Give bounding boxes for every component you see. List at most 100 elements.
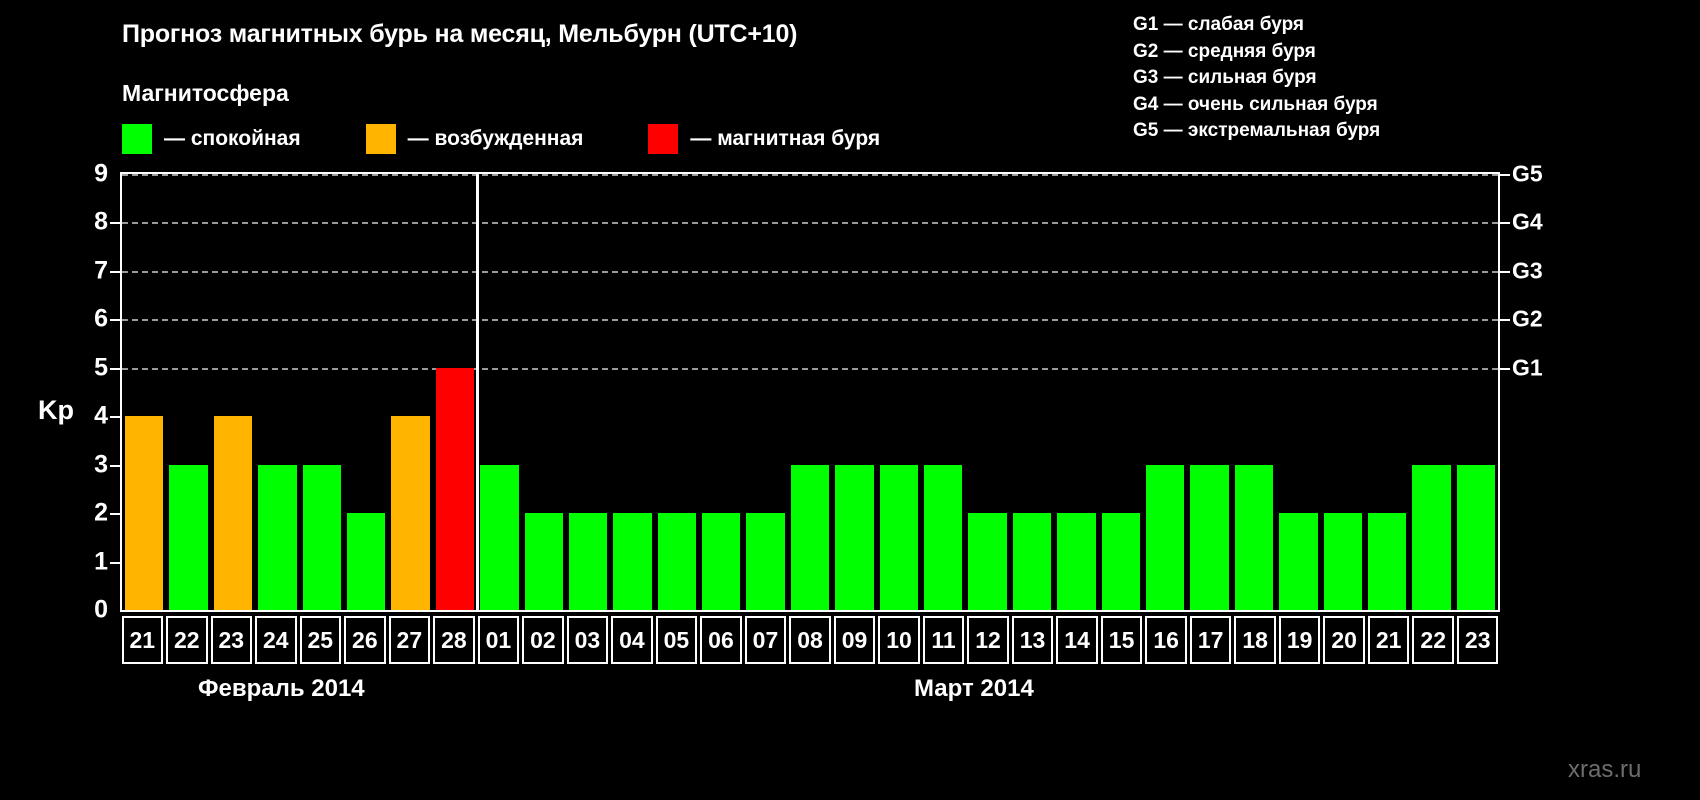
g-axis-label-g1: G1 xyxy=(1512,354,1543,381)
gridline-kp-5 xyxy=(122,367,1498,370)
date-cell-Март-01[interactable]: 01 xyxy=(477,616,520,664)
bar-slot xyxy=(300,174,344,610)
g-axis-tick-g1 xyxy=(1498,367,1510,370)
date-cell-Март-21[interactable]: 21 xyxy=(1367,616,1410,664)
date-cell-Февраль-23[interactable]: 23 xyxy=(210,616,253,664)
date-cell-Март-06[interactable]: 06 xyxy=(700,616,742,664)
date-cell-Март-16[interactable]: 16 xyxy=(1145,616,1187,664)
bar-Март-20[interactable] xyxy=(1323,513,1362,610)
date-cell-Март-18[interactable]: 18 xyxy=(1234,616,1276,664)
y-tick-label-7: 7 xyxy=(94,256,108,285)
g-axis-label-g2: G2 xyxy=(1512,305,1543,332)
bar-slot xyxy=(433,174,477,610)
date-cell-Март-13[interactable]: 13 xyxy=(1011,616,1054,664)
g-axis-label-g3: G3 xyxy=(1512,257,1543,284)
bar-Март-06[interactable] xyxy=(702,513,741,610)
bar-slot xyxy=(1099,174,1143,610)
bar-slot xyxy=(566,174,610,610)
date-cell-Март-10[interactable]: 10 xyxy=(878,616,920,664)
bar-slot xyxy=(699,174,743,610)
g-axis-tick-g3 xyxy=(1498,270,1510,273)
bar-Март-17[interactable] xyxy=(1190,464,1229,610)
bar-Март-03[interactable] xyxy=(568,513,608,610)
date-cell-Март-12[interactable]: 12 xyxy=(967,616,1009,664)
bar-Март-12[interactable] xyxy=(968,513,1007,610)
g-scale-row-g3: G3 — сильная буря xyxy=(1133,67,1317,89)
bar-Март-13[interactable] xyxy=(1012,513,1052,610)
date-cell-Февраль-22[interactable]: 22 xyxy=(166,616,208,664)
date-cell-Март-22[interactable]: 22 xyxy=(1412,616,1454,664)
date-cell-Февраль-25[interactable]: 25 xyxy=(299,616,342,664)
date-cell-Февраль-26[interactable]: 26 xyxy=(344,616,386,664)
bar-Март-09[interactable] xyxy=(835,464,874,610)
month-divider xyxy=(475,174,479,610)
bar-Февраль-22[interactable] xyxy=(169,464,208,610)
date-cell-Март-09[interactable]: 09 xyxy=(833,616,876,664)
legend-swatch-calm xyxy=(122,124,152,154)
bar-slot xyxy=(255,174,299,610)
date-cell-Февраль-24[interactable]: 24 xyxy=(255,616,297,664)
bar-Февраль-23[interactable] xyxy=(213,416,253,610)
date-cell-Март-07[interactable]: 07 xyxy=(744,616,787,664)
legend-swatch-storm xyxy=(648,124,679,154)
bar-slot xyxy=(344,174,388,610)
date-axis: 21 22 23 24 25 26 27 28 01 02 03 04 05 06 07 08 09 10 11 12… xyxy=(120,616,1500,664)
y-tick-7 xyxy=(110,270,120,273)
month-label-right: Март 2014 xyxy=(914,675,1034,702)
watermark: xras.ru xyxy=(1568,756,1642,783)
bar-Март-19[interactable] xyxy=(1279,513,1318,610)
bar-slot xyxy=(832,174,876,610)
bar-slot xyxy=(1143,174,1187,610)
y-tick-label-6: 6 xyxy=(94,304,108,333)
bar-Февраль-26[interactable] xyxy=(346,513,386,610)
date-cell-Март-17[interactable]: 17 xyxy=(1189,616,1232,664)
bar-Март-01[interactable] xyxy=(480,464,519,610)
bar-Март-11[interactable] xyxy=(924,464,963,610)
bar-slot xyxy=(166,174,210,610)
bar-Март-08[interactable] xyxy=(790,464,830,610)
y-tick-label-5: 5 xyxy=(94,353,108,382)
date-cell-Март-02[interactable]: 02 xyxy=(522,616,564,664)
legend-item-storm: — магнитная буря xyxy=(648,124,880,154)
date-cell-Март-08[interactable]: 08 xyxy=(789,616,831,664)
month-label-left: Февраль 2014 xyxy=(198,675,365,702)
date-cell-Март-20[interactable]: 20 xyxy=(1323,616,1365,664)
date-cell-Март-04[interactable]: 04 xyxy=(611,616,653,664)
bar-Февраль-21[interactable] xyxy=(125,416,164,610)
bar-Март-16[interactable] xyxy=(1145,464,1185,610)
bar-Март-22[interactable] xyxy=(1412,464,1451,610)
bar-Март-07[interactable] xyxy=(746,513,785,610)
gridline-kp-7 xyxy=(122,270,1498,273)
date-cell-Март-11[interactable]: 11 xyxy=(922,616,965,664)
g-axis-tick-g2 xyxy=(1498,319,1510,322)
bar-Март-15[interactable] xyxy=(1101,513,1140,610)
date-cell-Март-14[interactable]: 14 xyxy=(1056,616,1098,664)
date-cell-Февраль-28[interactable]: 28 xyxy=(433,616,475,664)
bar-Март-14[interactable] xyxy=(1057,513,1096,610)
date-cell-Март-15[interactable]: 15 xyxy=(1100,616,1143,664)
bar-Февраль-27[interactable] xyxy=(391,416,430,610)
bar-slot xyxy=(877,174,921,610)
bar-Март-04[interactable] xyxy=(613,513,652,610)
chart-plot-area xyxy=(120,172,1500,612)
bar-slot xyxy=(788,174,832,610)
bar-Март-02[interactable] xyxy=(524,513,563,610)
bar-Март-21[interactable] xyxy=(1367,513,1407,610)
date-cell-Февраль-27[interactable]: 27 xyxy=(388,616,431,664)
date-cell-Март-19[interactable]: 19 xyxy=(1278,616,1321,664)
bar-Февраль-24[interactable] xyxy=(258,464,297,610)
bar-Март-23[interactable] xyxy=(1456,464,1496,610)
date-cell-Март-23[interactable]: 23 xyxy=(1456,616,1499,664)
y-tick-1 xyxy=(110,561,120,564)
date-cell-Март-03[interactable]: 03 xyxy=(566,616,609,664)
bar-Февраль-28[interactable] xyxy=(435,367,475,610)
date-cell-Март-05[interactable]: 05 xyxy=(655,616,698,664)
legend-label-calm: — спокойная xyxy=(164,127,301,150)
y-tick-6 xyxy=(110,319,120,322)
bar-Март-10[interactable] xyxy=(879,464,919,610)
date-cell-Февраль-21[interactable]: 21 xyxy=(121,616,164,664)
bar-Март-18[interactable] xyxy=(1234,464,1274,610)
bar-Март-05[interactable] xyxy=(657,513,697,610)
g-scale-row-g5: G5 — экстремальная буря xyxy=(1133,120,1381,142)
bar-Февраль-25[interactable] xyxy=(302,464,341,610)
